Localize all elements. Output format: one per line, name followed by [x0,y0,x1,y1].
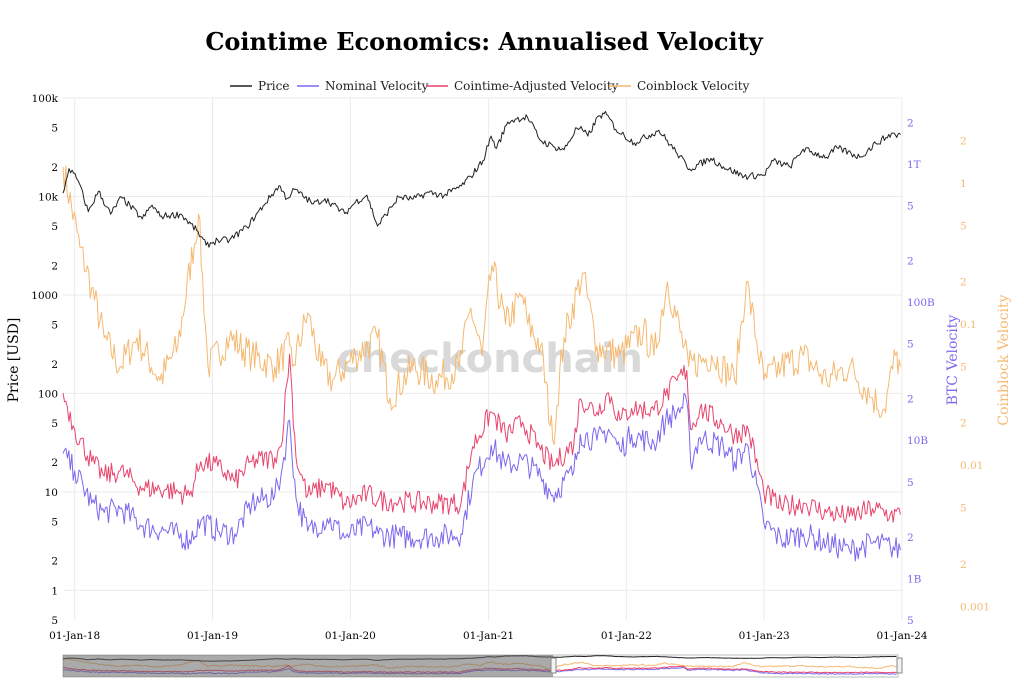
btc-velocity-tick-label: 10B [907,435,928,447]
range-slider[interactable] [62,654,903,678]
legend-label: Cointime-Adjusted Velocity [454,79,619,93]
coinblock-velocity-tick-label: 2 [960,418,967,430]
price-tick-label: 2 [51,556,58,568]
price-tick-label: 1 [51,585,58,597]
price-tick-label: 5 [51,418,58,430]
price-axis-title: Price [USD] [6,318,22,403]
coinblock-velocity-tick-label: 2 [960,277,967,289]
legend-item-coinblock-velocity[interactable]: Coinblock Velocity [609,79,750,93]
btc-velocity-tick-label: 2 [907,532,914,544]
coinblock-velocity-tick-label: 0.1 [960,319,977,331]
price-tick-label: 2 [51,359,58,371]
x-tick-label: 01-Jan-22 [601,630,652,642]
range-slider-left-handle[interactable] [550,657,557,674]
btc-velocity-tick-label: 100B [907,297,935,309]
price-tick-label: 1000 [31,290,58,302]
coinblock-velocity-tick-label: 2 [960,135,967,147]
price-tick-label: 5 [51,123,58,135]
x-tick-label: 01-Jan-18 [49,630,100,642]
series-line-nominal-velocity[interactable] [62,392,901,562]
btc-velocity-tick-label: 5 [907,615,914,627]
chart-legend[interactable]: Price Nominal Velocity Cointime-Adjusted V… [230,79,750,93]
axes: 100k 5 2 10k 5 2 1000 5 2 100 5 2 10 5 2 1 5 01-Jan-18 01-… [6,93,1012,642]
series-line-coinblock-velocity[interactable] [62,165,901,445]
x-tick-label: 01-Jan-20 [325,630,376,642]
coinblock-velocity-tick-label: 5 [960,503,967,515]
legend-label: Coinblock Velocity [637,79,750,93]
coinblock-velocity-tick-label: 2 [960,559,967,571]
watermark: checkonchain [337,336,643,382]
x-tick-label: 01-Jan-21 [463,630,514,642]
price-tick-label: 5 [51,517,58,529]
legend-item-nominal-velocity[interactable]: Nominal Velocity [297,79,429,93]
legend-label: Price [258,79,289,93]
btc-velocity-tick-label: 5 [907,339,914,351]
btc-velocity-tick-label: 1T [907,159,921,171]
coinblock-velocity-axis-title: Coinblock Velocity [996,294,1012,425]
x-tick-label: 01-Jan-24 [876,630,927,642]
series-line-price[interactable] [62,110,901,248]
legend-label: Nominal Velocity [325,79,429,93]
btc-velocity-axis-title: BTC Velocity [945,315,961,406]
legend-item-cointime-adjusted-velocity[interactable]: Cointime-Adjusted Velocity [426,79,619,93]
btc-velocity-tick-label: 5 [907,477,914,489]
legend-item-price[interactable]: Price [230,79,289,93]
price-tick-label: 5 [51,615,58,627]
coinblock-velocity-tick-label: 5 [960,362,967,374]
chart-title: Cointime Economics: Annualised Velocity [205,27,763,56]
btc-velocity-tick-label: 5 [907,201,914,213]
btc-velocity-tick-label: 2 [907,255,914,267]
series-line-cointime-adjusted-velocity[interactable] [62,353,901,524]
price-tick-label: 100 [38,388,58,400]
coinblock-velocity-tick-label: 0.01 [960,460,983,472]
price-tick-label: 5 [51,320,58,332]
btc-velocity-tick-label: 2 [907,394,914,406]
coinblock-velocity-tick-label: 0.001 [960,601,990,613]
range-slider-mask [63,655,553,677]
price-tick-label: 5 [51,221,58,233]
x-tick-label: 01-Jan-23 [739,630,790,642]
btc-velocity-tick-label: 1B [907,573,922,585]
coinblock-velocity-tick-label: 5 [960,220,967,232]
price-tick-label: 2 [51,260,58,272]
price-tick-label: 2 [51,457,58,469]
price-tick-label: 2 [51,162,58,174]
x-tick-label: 01-Jan-19 [187,630,238,642]
plot-area[interactable] [62,110,901,562]
btc-velocity-tick-label: 2 [907,117,914,129]
price-tick-label: 100k [32,93,59,105]
range-slider-right-handle[interactable] [896,657,903,674]
coinblock-velocity-tick-label: 1 [960,178,967,190]
price-tick-label: 10k [38,191,58,203]
price-tick-label: 10 [45,487,58,499]
